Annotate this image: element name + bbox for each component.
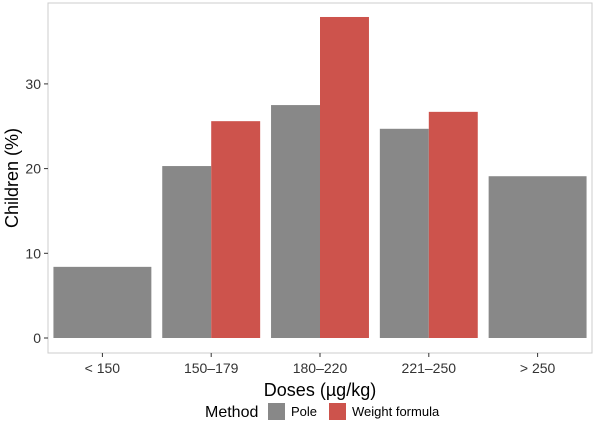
- x-tick-label: 221–250: [402, 360, 457, 376]
- legend-swatch-weight-formula: [329, 403, 346, 420]
- y-tick-label: 30: [25, 76, 41, 92]
- x-tick-label: 150–179: [184, 360, 239, 376]
- bar-pole: [162, 166, 212, 338]
- bar-weight-formula: [211, 121, 261, 338]
- y-tick-label: 0: [33, 330, 41, 346]
- x-tick-label: 180–220: [293, 360, 348, 376]
- legend-label-pole: Pole: [291, 404, 317, 419]
- x-axis-title: Doses (µg/kg): [264, 380, 376, 400]
- legend-title: Method: [205, 404, 258, 421]
- bar-pole: [271, 105, 320, 338]
- y-tick-label: 10: [25, 245, 41, 261]
- bar-pole: [53, 266, 152, 338]
- legend-label-weight-formula: Weight formula: [352, 404, 440, 419]
- bar-pole: [379, 128, 429, 338]
- legend-swatch-pole: [268, 403, 285, 420]
- bar-pole: [488, 176, 587, 338]
- x-tick-label: < 150: [85, 360, 121, 376]
- y-axis: 0 10 20 30: [25, 76, 48, 346]
- bar-weight-formula: [320, 16, 369, 338]
- bars: [53, 16, 587, 338]
- bar-weight-formula: [428, 111, 478, 338]
- y-tick-label: 20: [25, 161, 41, 177]
- x-axis: < 150 150–179 180–220 221–250 > 250: [85, 353, 556, 376]
- x-tick-label: > 250: [520, 360, 556, 376]
- y-axis-title: Children (%): [2, 128, 22, 228]
- legend: Method Pole Weight formula: [205, 403, 440, 421]
